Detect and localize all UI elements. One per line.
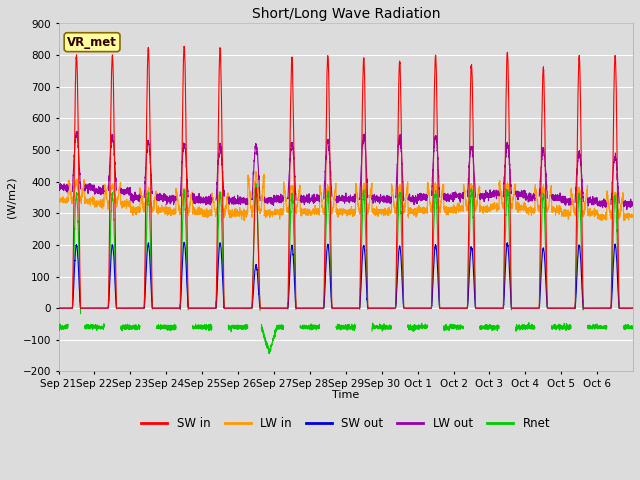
Title: Short/Long Wave Radiation: Short/Long Wave Radiation — [252, 7, 440, 21]
Text: VR_met: VR_met — [67, 36, 117, 48]
Y-axis label: (W/m2): (W/m2) — [7, 177, 17, 218]
Legend: SW in, LW in, SW out, LW out, Rnet: SW in, LW in, SW out, LW out, Rnet — [136, 413, 555, 435]
X-axis label: Time: Time — [332, 390, 360, 400]
